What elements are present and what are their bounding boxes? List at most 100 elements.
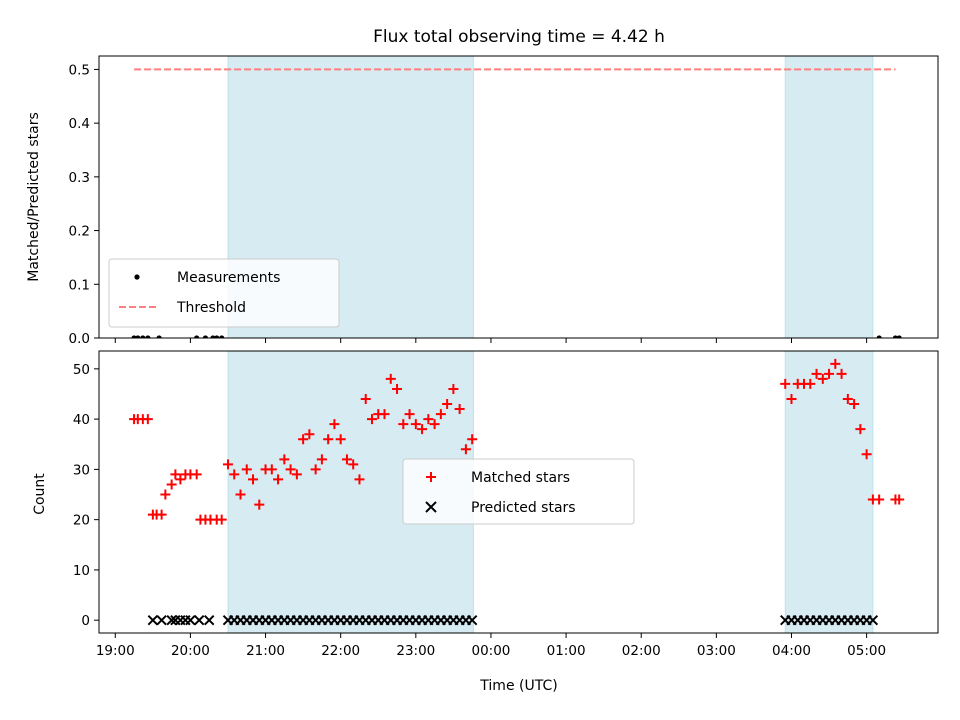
- measurement-point: [194, 335, 200, 338]
- x-axis-title: Time (UTC): [479, 678, 557, 694]
- matched-star-point: [429, 419, 440, 430]
- y-tick-label: 0.0: [69, 331, 90, 347]
- shaded-observing-period: [784, 56, 874, 338]
- matched-star-point: [248, 474, 259, 485]
- matched-star-point: [786, 394, 797, 405]
- x-tick-label: 19:00: [96, 643, 135, 659]
- matched-star-point: [360, 394, 371, 405]
- matched-star-point: [241, 464, 252, 475]
- matched-star-point: [191, 469, 202, 480]
- matched-star-point: [254, 499, 265, 510]
- matched-star-point: [842, 394, 853, 405]
- predicted-star-point: [156, 614, 167, 626]
- matched-star-point: [861, 449, 872, 460]
- axes-frame: [98, 55, 939, 339]
- y-tick-label: 0.3: [69, 170, 90, 186]
- predicted-star-point: [185, 614, 196, 626]
- matched-star-point: [298, 434, 309, 445]
- matched-star-point: [817, 373, 828, 384]
- matched-star-point: [142, 414, 153, 425]
- measurement-point: [202, 335, 209, 338]
- legend-predicted-swatch: [425, 501, 437, 513]
- matched-star-point: [836, 368, 847, 379]
- y-tick-label: 0.5: [69, 62, 90, 78]
- predicted-star-point: [466, 614, 478, 626]
- matched-star-point: [805, 378, 816, 389]
- predicted-star-point: [193, 614, 205, 626]
- matched-star-point: [273, 474, 284, 485]
- matched-star-point: [404, 409, 415, 420]
- x-tick-label: 21:00: [246, 643, 285, 659]
- measurement-point: [214, 335, 220, 338]
- measurement-point: [219, 335, 225, 338]
- bottom-y-axis-title: Count: [32, 473, 48, 515]
- matched-star-point: [323, 434, 334, 445]
- matched-star-point: [335, 434, 346, 445]
- matched-star-point: [316, 454, 327, 465]
- matched-star-point: [279, 454, 290, 465]
- measurement-point: [896, 335, 902, 338]
- predicted-star-point: [147, 614, 159, 626]
- matched-star-point: [435, 409, 446, 420]
- predicted-star-point: [166, 614, 177, 626]
- matched-star-point: [410, 419, 421, 430]
- y-tick-label: 40: [73, 412, 90, 428]
- matched-star-point: [235, 489, 246, 500]
- y-tick-label: 0.1: [69, 277, 90, 293]
- matched-star-point: [310, 464, 321, 475]
- matched-star-point: [354, 474, 365, 485]
- matched-star-point: [160, 489, 171, 500]
- legend-box: [108, 258, 340, 328]
- legend-label: Measurements: [177, 270, 280, 286]
- matched-star-point: [222, 459, 233, 470]
- matched-star-point: [417, 424, 428, 435]
- predicted-star-point: [867, 614, 879, 626]
- x-tick-label: 01:00: [547, 643, 586, 659]
- bottom-panel: 0 10 20 30 40 50 19:00 20:00 21:00 22:00 23:00 00:0…: [73, 350, 939, 659]
- matched-star-point: [385, 373, 396, 384]
- matched-star-point: [442, 399, 453, 410]
- matched-star-point: [156, 509, 167, 520]
- x-tick-label: 00:00: [471, 643, 510, 659]
- matched-star-point: [348, 459, 359, 470]
- measurement-point: [156, 335, 162, 338]
- matched-star-point: [454, 404, 465, 415]
- matched-star-point: [460, 444, 471, 455]
- matched-star-point: [166, 479, 177, 490]
- matched-star-point: [423, 414, 434, 425]
- y-tick-label: 0.4: [69, 116, 90, 132]
- matched-star-point: [448, 383, 459, 394]
- matched-star-point: [285, 464, 296, 475]
- chart-title: Flux total observing time = 4.42 h: [373, 27, 665, 47]
- matched-star-point: [811, 368, 822, 379]
- legend: Measurements Threshold: [108, 258, 340, 328]
- matched-star-point: [780, 378, 791, 389]
- matched-star-point: [291, 469, 302, 480]
- x-tick-label: 03:00: [697, 643, 736, 659]
- axes-frame: [98, 350, 939, 634]
- y-tick-label: 50: [73, 362, 90, 378]
- matched-star-point: [392, 383, 403, 394]
- top-panel: 0.0 0.1 0.2 0.3 0.4 0.5 Measurements Threshold: [69, 55, 939, 347]
- x-tick-label: 02:00: [622, 643, 661, 659]
- matched-star-point: [849, 399, 860, 410]
- matched-star-point: [170, 469, 181, 480]
- matched-star-point: [175, 474, 186, 485]
- y-tick-label: 20: [73, 513, 90, 529]
- x-tick-label: 20:00: [171, 643, 210, 659]
- x-tick-label: 23:00: [396, 643, 435, 659]
- y-tick-label: 10: [73, 563, 90, 579]
- matched-star-point: [304, 429, 315, 440]
- top-y-axis-title: Matched/Predicted stars: [26, 112, 42, 282]
- legend-box: [402, 458, 635, 525]
- matched-star-point: [379, 409, 390, 420]
- x-tick-label: 04:00: [772, 643, 811, 659]
- matched-star-point: [830, 358, 841, 369]
- legend-label: Matched stars: [471, 470, 570, 486]
- legend-label: Threshold: [176, 300, 246, 316]
- legend-matched-swatch: [426, 472, 436, 482]
- matched-star-point: [341, 454, 352, 465]
- shaded-observing-period: [784, 351, 874, 633]
- matched-star-point: [824, 368, 835, 379]
